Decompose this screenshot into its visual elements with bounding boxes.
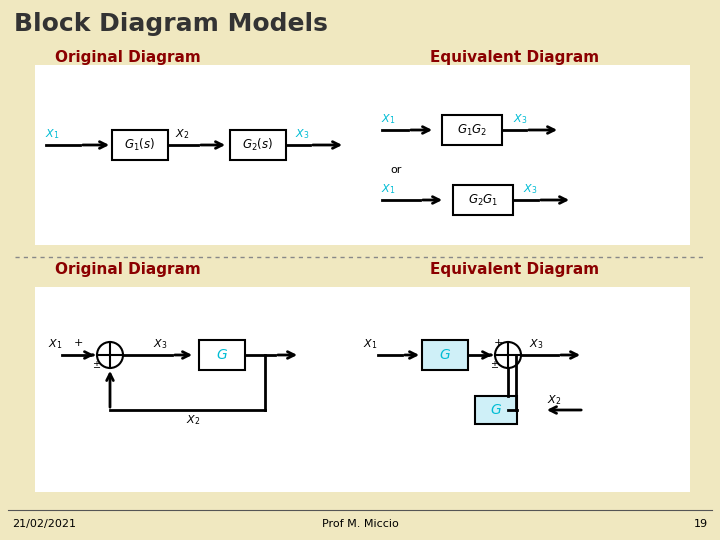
Bar: [422, 340, 468, 370]
Text: $X_3$: $X_3$: [513, 112, 527, 126]
Text: $G$: $G$: [216, 348, 228, 362]
Text: $\pm$: $\pm$: [92, 360, 102, 370]
Text: $G$: $G$: [439, 348, 451, 362]
Text: +: +: [493, 338, 503, 348]
Text: $X_2$: $X_2$: [547, 393, 561, 407]
Text: $X_1$: $X_1$: [363, 337, 377, 351]
Bar: [475, 396, 517, 424]
Text: $G$: $G$: [490, 403, 502, 417]
Text: $X_3$: $X_3$: [294, 127, 309, 141]
Bar: [35, 65, 690, 245]
Text: $G_1G_2$: $G_1G_2$: [457, 123, 487, 138]
Text: $G_1(s)$: $G_1(s)$: [125, 137, 156, 153]
Text: Original Diagram: Original Diagram: [55, 50, 201, 65]
Bar: [35, 287, 690, 492]
Text: 21/02/2021: 21/02/2021: [12, 519, 76, 529]
Text: $X_1$: $X_1$: [381, 182, 395, 196]
Bar: [453, 185, 513, 215]
Text: +: +: [73, 338, 83, 348]
Text: $G_2G_1$: $G_2G_1$: [468, 192, 498, 207]
Text: $X_2$: $X_2$: [186, 413, 200, 427]
Text: $X_1$: $X_1$: [381, 112, 395, 126]
Bar: [442, 115, 502, 145]
Text: Original Diagram: Original Diagram: [55, 262, 201, 277]
Text: Equivalent Diagram: Equivalent Diagram: [430, 262, 599, 277]
Text: 19: 19: [694, 519, 708, 529]
Bar: [230, 130, 286, 160]
Text: or: or: [390, 165, 401, 175]
Text: Block Diagram Models: Block Diagram Models: [14, 12, 328, 36]
Text: $\pm$: $\pm$: [490, 360, 500, 370]
Text: $G_2(s)$: $G_2(s)$: [243, 137, 274, 153]
Bar: [112, 130, 168, 160]
Text: $X_3$: $X_3$: [523, 182, 537, 196]
Text: $X_1$: $X_1$: [45, 127, 59, 141]
Bar: [199, 340, 245, 370]
Text: $X_3$: $X_3$: [153, 337, 167, 351]
Text: $X_2$: $X_2$: [175, 127, 189, 141]
Text: $X_3$: $X_3$: [528, 337, 543, 351]
Text: Equivalent Diagram: Equivalent Diagram: [430, 50, 599, 65]
Text: $X_1$: $X_1$: [48, 337, 62, 351]
Text: Prof M. Miccio: Prof M. Miccio: [322, 519, 398, 529]
